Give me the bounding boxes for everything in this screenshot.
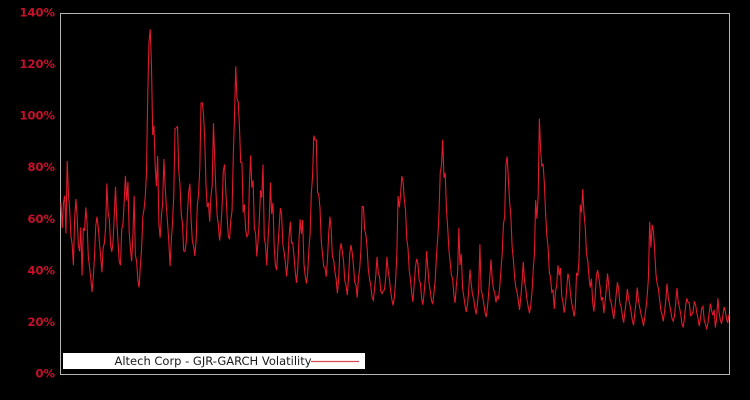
y-tick-label: 140%	[19, 6, 55, 20]
y-axis-tick-labels: 0% 20% 40% 60% 80% 100% 120% 140%	[19, 6, 55, 381]
legend-background	[63, 353, 365, 369]
y-tick-label: 100%	[19, 109, 55, 123]
y-tick-label: 0%	[35, 367, 55, 381]
y-tick-label: 80%	[27, 160, 55, 174]
chart-legend[interactable]: Altech Corp - GJR-GARCH Volatility	[63, 353, 365, 369]
y-tick-label: 120%	[19, 57, 55, 71]
y-tick-label: 20%	[27, 315, 55, 329]
y-tick-label: 60%	[27, 212, 55, 226]
plot-area-frame	[60, 13, 730, 375]
legend-label: Altech Corp - GJR-GARCH Volatility	[114, 354, 311, 368]
series-group	[60, 29, 730, 330]
y-tick-label: 40%	[27, 263, 55, 277]
series-line-0	[60, 29, 730, 330]
